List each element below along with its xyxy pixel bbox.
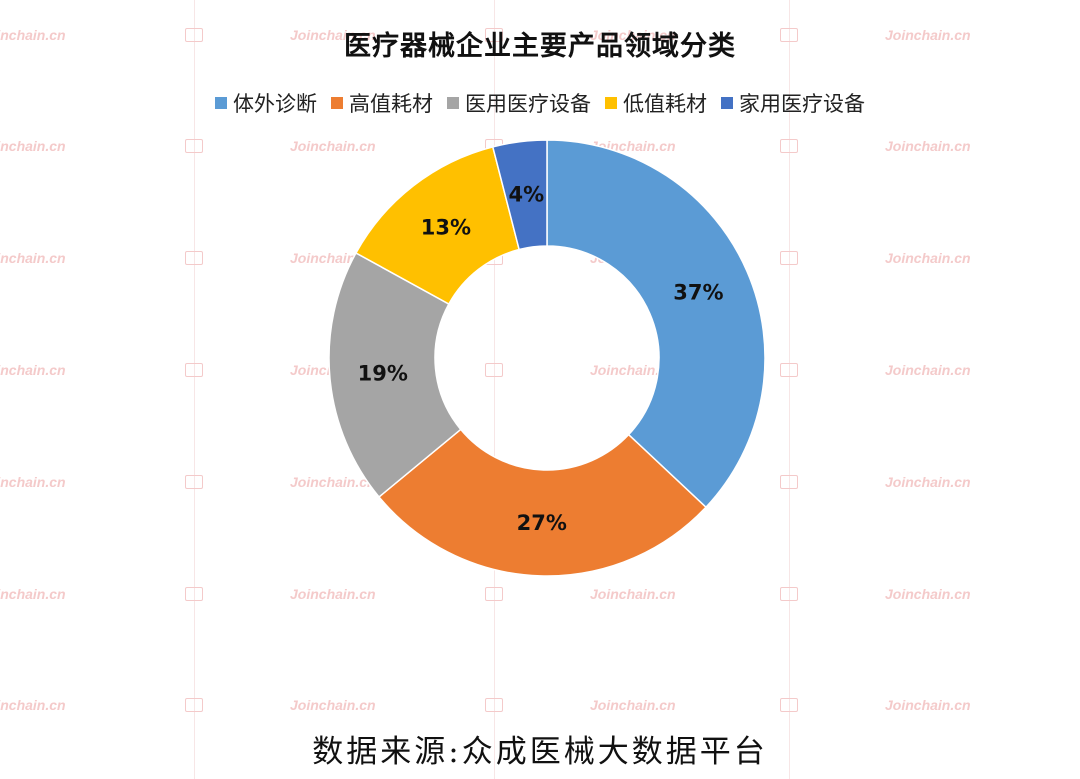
donut-slice bbox=[377, 428, 707, 577]
legend-label: 家用医疗设备 bbox=[739, 92, 865, 116]
legend: 体外诊断 高值耗材 医用医疗设备 低值耗材 家用医疗设备 bbox=[0, 88, 1080, 118]
legend-item: 医用医疗设备 bbox=[447, 88, 591, 118]
donut-chart: 37% 27% 19% 13% 4% bbox=[328, 139, 766, 577]
watermark-logo-icon bbox=[780, 698, 798, 712]
legend-item: 家用医疗设备 bbox=[721, 88, 865, 118]
donut-slice bbox=[546, 139, 766, 509]
slice-value-label: 4% bbox=[508, 182, 544, 206]
slice-value-label: 37% bbox=[673, 280, 723, 304]
legend-item: 低值耗材 bbox=[605, 88, 707, 118]
watermark-logo-icon bbox=[485, 698, 503, 712]
legend-swatch bbox=[605, 97, 617, 109]
legend-item: 高值耗材 bbox=[331, 88, 433, 118]
legend-swatch bbox=[331, 97, 343, 109]
chart-title: 医疗器械企业主要产品领域分类 bbox=[344, 31, 736, 62]
slice-value-label: 19% bbox=[358, 362, 408, 386]
legend-swatch bbox=[447, 97, 459, 109]
legend-label: 体外诊断 bbox=[233, 92, 317, 116]
legend-swatch bbox=[215, 97, 227, 109]
donut-slice bbox=[328, 251, 462, 499]
source-note: 数据来源:众成医械大数据平台 bbox=[312, 734, 768, 770]
legend-item: 体外诊断 bbox=[215, 88, 317, 118]
slice-value-label: 27% bbox=[517, 511, 567, 535]
watermark-logo-icon bbox=[185, 698, 203, 712]
legend-label: 高值耗材 bbox=[349, 92, 433, 116]
donut-slice bbox=[491, 139, 548, 251]
legend-swatch bbox=[721, 97, 733, 109]
legend-label: 医用医疗设备 bbox=[465, 92, 591, 116]
slice-value-label: 13% bbox=[421, 216, 471, 240]
legend-label: 低值耗材 bbox=[623, 92, 707, 116]
